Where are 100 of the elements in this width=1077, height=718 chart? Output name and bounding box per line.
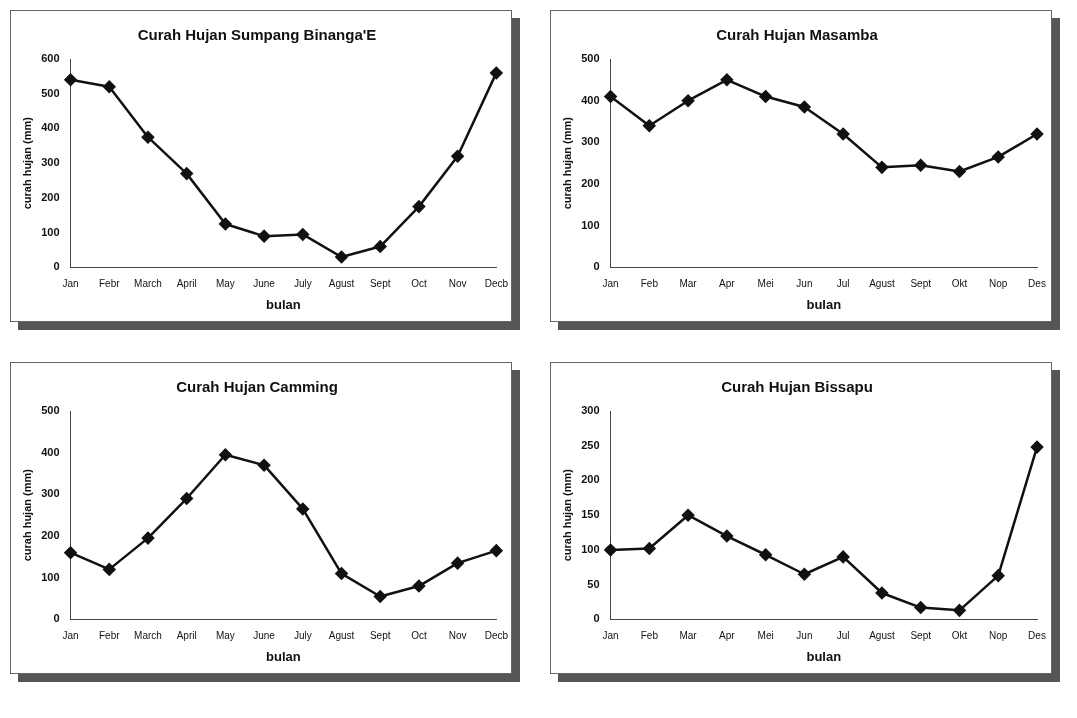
x-tick-label: Nov xyxy=(448,630,467,642)
x-tick-label: Decb xyxy=(484,630,509,642)
x-tick-label: Jul xyxy=(836,630,850,642)
y-tick-label: 100 xyxy=(581,542,600,555)
x-tick-label: Sept xyxy=(910,630,932,642)
point xyxy=(141,130,155,144)
x-tick-label: Sept xyxy=(369,630,391,642)
point xyxy=(412,200,426,213)
point xyxy=(836,550,850,564)
x-tick-label: Jun xyxy=(796,630,813,642)
y-axis-title: curah hujan (mm) xyxy=(20,468,33,562)
y-tick-label: 0 xyxy=(593,612,600,625)
point xyxy=(296,228,310,241)
x-tick-label: Febr xyxy=(98,278,121,290)
point xyxy=(180,492,193,505)
x-tick-label: Agust xyxy=(869,278,895,290)
x-tick-label: June xyxy=(253,630,276,642)
x-tick-label: July xyxy=(293,630,312,642)
x-tick-label: Agust xyxy=(328,278,355,290)
y-axis-title: curah hujan (mm) xyxy=(20,116,33,210)
point xyxy=(219,448,232,462)
x-tick-label: Mar xyxy=(679,278,698,290)
y-tick-label: 0 xyxy=(53,612,60,625)
y-tick-label: 250 xyxy=(581,438,600,451)
point xyxy=(141,531,155,545)
y-tick-label: 400 xyxy=(581,93,600,106)
x-tick-label: Decb xyxy=(484,278,509,290)
point xyxy=(798,100,811,114)
x-tick-label: Oct xyxy=(411,630,427,642)
x-tick-label: Jan xyxy=(602,630,619,642)
point xyxy=(373,240,387,253)
y-tick-label: 300 xyxy=(41,487,60,500)
y-axis-title: curah hujan (mm) xyxy=(560,468,573,562)
x-tick-label: Okt xyxy=(951,630,968,642)
x-tick-label: Sept xyxy=(369,278,391,290)
y-tick-label: 400 xyxy=(41,121,60,134)
x-tick-label: Agust xyxy=(869,630,895,642)
point xyxy=(257,229,271,243)
point xyxy=(257,458,271,472)
x-tick-label: June xyxy=(253,278,276,290)
point xyxy=(681,94,695,107)
point xyxy=(836,127,850,141)
x-tick-label: Jun xyxy=(796,278,813,290)
y-tick-label: 200 xyxy=(41,190,60,203)
x-tick-label: Sept xyxy=(910,278,932,290)
y-tick-label: 300 xyxy=(581,135,600,148)
point xyxy=(759,90,772,103)
point xyxy=(180,167,193,180)
y-tick-label: 100 xyxy=(581,218,600,231)
point xyxy=(681,508,695,522)
point xyxy=(490,66,503,80)
y-tick-label: 200 xyxy=(581,177,600,190)
x-tick-label: Mei xyxy=(757,630,774,642)
point xyxy=(991,569,1005,582)
point xyxy=(604,543,617,557)
y-tick-label: 500 xyxy=(581,52,600,65)
point xyxy=(604,90,617,103)
y-tick-label: 100 xyxy=(41,225,60,238)
chart-title: Curah Hujan Sumpang Binanga'E xyxy=(137,26,377,44)
x-tick-label: May xyxy=(215,278,235,290)
y-tick-label: 0 xyxy=(53,260,60,273)
point xyxy=(953,165,966,178)
y-axis-title: curah hujan (mm) xyxy=(560,116,573,210)
x-tick-label: Apr xyxy=(719,630,736,642)
y-tick-label: 600 xyxy=(41,52,60,65)
point xyxy=(953,604,966,617)
x-tick-label: Apr xyxy=(719,278,736,290)
point xyxy=(412,579,426,593)
point xyxy=(335,567,348,580)
x-tick-label: Feb xyxy=(640,278,659,290)
chart-title: Curah Hujan Bissapu xyxy=(721,378,873,396)
y-tick-label: 300 xyxy=(581,404,600,417)
point xyxy=(64,73,77,87)
x-tick-label: Febr xyxy=(98,630,121,642)
x-tick-label: Nop xyxy=(989,278,1008,290)
x-tick-label: March xyxy=(134,278,162,290)
x-tick-label: Jan xyxy=(62,278,79,290)
point xyxy=(720,73,734,87)
y-tick-label: 200 xyxy=(581,473,600,486)
y-tick-label: 400 xyxy=(41,445,60,458)
x-axis-title: bulan xyxy=(266,648,301,664)
y-tick-label: 300 xyxy=(41,156,60,169)
x-axis-title: bulan xyxy=(266,296,301,312)
chart-title: Curah Hujan Masamba xyxy=(716,26,879,44)
point xyxy=(914,601,927,614)
x-tick-label: Mei xyxy=(757,278,774,290)
point xyxy=(643,542,656,555)
x-tick-label: Jan xyxy=(602,278,619,290)
x-axis-title: bulan xyxy=(806,296,842,312)
point xyxy=(643,119,656,132)
x-tick-label: Feb xyxy=(640,630,659,642)
chart-title: Curah Hujan Camming xyxy=(176,378,338,396)
x-tick-label: March xyxy=(134,630,162,642)
x-tick-label: Des xyxy=(1028,278,1046,290)
y-tick-label: 200 xyxy=(41,529,60,542)
y-tick-label: 500 xyxy=(41,404,60,417)
point xyxy=(875,586,889,600)
point xyxy=(759,548,772,562)
point xyxy=(335,250,348,264)
x-tick-label: Oct xyxy=(411,278,427,290)
